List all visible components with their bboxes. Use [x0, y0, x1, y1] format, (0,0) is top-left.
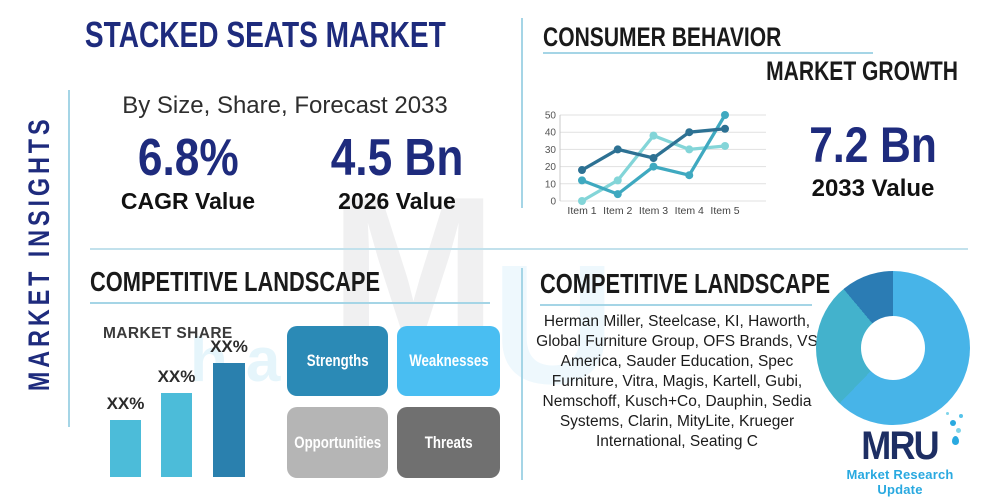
svg-text:40: 40 — [545, 128, 557, 139]
bar — [161, 392, 192, 477]
bar-value-label: XX% — [106, 394, 145, 413]
cagr-stat: 6.8% CAGR Value — [103, 131, 273, 215]
svg-text:Item 2: Item 2 — [603, 205, 632, 217]
base-year-label: 2026 Value — [338, 188, 456, 214]
market-share-donut-chart — [816, 271, 970, 425]
svg-text:Item 3: Item 3 — [639, 205, 668, 217]
forecast-stat: 7.2 Bn 2033 Value — [798, 118, 948, 203]
svg-text:30: 30 — [545, 145, 557, 156]
competitive-landscape-left-underline — [90, 302, 490, 304]
logo-splash-icon — [946, 412, 949, 415]
vertical-page-title: MARKET INSIGHTS — [23, 115, 56, 392]
logo-splash-icon — [950, 420, 956, 426]
brand-logo-tagline: Market Research Update — [846, 467, 954, 497]
page-title: STACKED SEATS MARKET — [84, 14, 446, 55]
right-vertical-divider-bottom — [521, 268, 523, 480]
swot-strengths-box: Strengths — [287, 326, 388, 396]
svg-text:50: 50 — [545, 111, 557, 122]
bar-value-label: XX% — [210, 337, 248, 356]
market-share-label: MARKET SHARE — [103, 325, 233, 342]
competitive-landscape-right-heading: COMPETITIVE LANDSCAPE — [540, 268, 831, 299]
bar — [110, 420, 141, 477]
market-growth-heading: MARKET GROWTH — [766, 56, 958, 86]
right-vertical-divider-top — [521, 18, 523, 208]
brand-logo-text: MRU — [828, 412, 972, 466]
market-growth-line-chart: 50 40 30 20 10 0 Item 1 Item 2 Item 3 Item 4 Item … — [545, 111, 766, 217]
horizontal-divider — [90, 248, 968, 250]
svg-text:Item 4: Item 4 — [675, 205, 704, 217]
swot-threats-box: Threats — [397, 407, 500, 478]
competitive-landscape-right-underline — [540, 304, 812, 306]
competitive-landscape-left-heading: COMPETITIVE LANDSCAPE — [90, 266, 381, 297]
logo-splash-icon — [956, 428, 961, 433]
logo-splash-icon — [959, 414, 963, 418]
page-subtitle: By Size, Share, Forecast 2033 — [122, 92, 448, 119]
company-list: Herman Miller, Steelcase, KI, Haworth, G… — [536, 313, 818, 450]
consumer-behavior-underline — [543, 52, 873, 54]
market-share-bar-chart: XX% XX% XX% — [90, 330, 260, 477]
watermark-letter: U — [492, 230, 615, 420]
left-vertical-divider — [68, 90, 70, 427]
cagr-value: 6.8% — [137, 129, 239, 187]
swot-grid: Strengths Weaknesses Opportunities Threa… — [287, 326, 502, 478]
logo-splash-icon — [952, 436, 959, 445]
brand-logo: MRU Market Research Update — [828, 412, 972, 497]
svg-text:Item 1: Item 1 — [567, 205, 596, 217]
base-year-stat: 4.5 Bn 2026 Value — [312, 131, 482, 215]
swot-weaknesses-box: Weaknesses — [397, 326, 500, 396]
bar-value-label: XX% — [157, 366, 196, 386]
bar — [213, 363, 245, 477]
svg-text:0: 0 — [550, 197, 556, 208]
forecast-label: 2033 Value — [811, 175, 935, 202]
svg-text:10: 10 — [545, 179, 557, 190]
forecast-value: 7.2 Bn — [809, 117, 937, 173]
donut-hole — [861, 316, 925, 380]
svg-text:Item 5: Item 5 — [710, 205, 739, 217]
base-year-value: 4.5 Bn — [330, 129, 464, 187]
cagr-label: CAGR Value — [120, 188, 256, 214]
consumer-behavior-heading: CONSUMER BEHAVIOR — [543, 22, 782, 52]
swot-opportunities-box: Opportunities — [287, 407, 388, 478]
svg-text:20: 20 — [545, 162, 557, 173]
